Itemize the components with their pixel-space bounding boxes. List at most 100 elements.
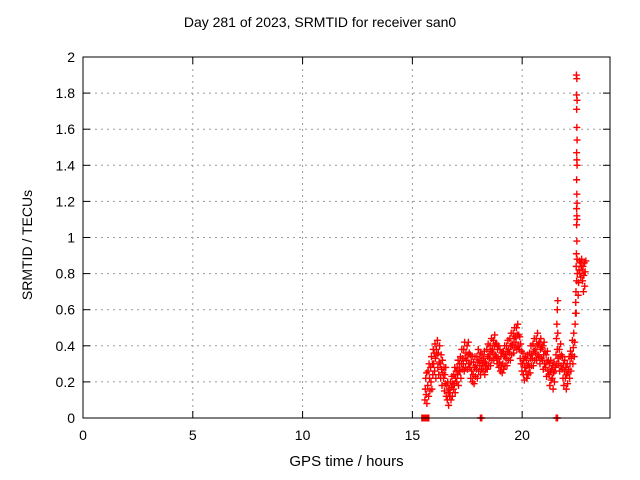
data-point bbox=[428, 385, 436, 393]
y-tick-label: 1 bbox=[67, 230, 75, 246]
data-point bbox=[573, 205, 581, 213]
data-point bbox=[423, 400, 431, 408]
data-point bbox=[519, 360, 527, 368]
data-point bbox=[581, 268, 589, 276]
data-point bbox=[510, 349, 518, 357]
data-point bbox=[447, 396, 455, 404]
data-point bbox=[448, 392, 456, 400]
data-point bbox=[463, 356, 471, 364]
data-point bbox=[573, 136, 581, 144]
data-point bbox=[572, 288, 580, 296]
data-point bbox=[575, 279, 583, 287]
data-point bbox=[549, 385, 557, 393]
data-point bbox=[424, 367, 432, 375]
data-point bbox=[460, 345, 468, 353]
data-point bbox=[435, 371, 443, 379]
y-tick-label: 0.6 bbox=[56, 302, 76, 318]
data-point bbox=[490, 356, 498, 364]
data-point bbox=[573, 96, 581, 104]
data-point bbox=[517, 340, 525, 348]
y-tick-label: 1.6 bbox=[56, 121, 76, 137]
data-point bbox=[454, 382, 462, 390]
data-point bbox=[580, 271, 588, 279]
data-point bbox=[538, 356, 546, 364]
data-point bbox=[440, 387, 448, 395]
data-point bbox=[500, 365, 508, 373]
data-point bbox=[557, 340, 565, 348]
data-point bbox=[582, 257, 590, 265]
data-point bbox=[529, 362, 537, 370]
data-point bbox=[581, 282, 589, 290]
data-point bbox=[441, 371, 449, 379]
data-point bbox=[542, 351, 550, 359]
data-point bbox=[470, 380, 478, 388]
data-point bbox=[560, 382, 568, 390]
data-point bbox=[506, 356, 514, 364]
data-point bbox=[550, 378, 558, 386]
plot-border bbox=[82, 56, 611, 419]
data-point bbox=[431, 367, 439, 375]
data-point bbox=[555, 345, 563, 353]
data-point bbox=[576, 270, 584, 278]
data-point bbox=[463, 342, 471, 350]
data-point bbox=[467, 374, 475, 382]
data-point bbox=[573, 123, 581, 131]
data-point bbox=[548, 374, 556, 382]
data-point bbox=[543, 347, 551, 355]
data-point bbox=[579, 262, 587, 270]
data-point bbox=[437, 351, 445, 359]
data-point bbox=[449, 385, 457, 393]
data-point bbox=[573, 221, 581, 229]
data-point bbox=[554, 329, 562, 337]
data-point bbox=[579, 288, 587, 296]
data-point bbox=[540, 338, 548, 346]
data-point bbox=[545, 371, 553, 379]
data-point bbox=[573, 176, 581, 184]
y-tick-label: 1.2 bbox=[56, 193, 76, 209]
data-point bbox=[571, 338, 579, 346]
data-point bbox=[567, 367, 575, 375]
x-tick-label: 0 bbox=[79, 427, 87, 443]
data-point bbox=[569, 360, 577, 368]
data-point bbox=[512, 324, 520, 332]
data-point bbox=[440, 374, 448, 382]
data-point bbox=[519, 349, 527, 357]
data-point bbox=[474, 345, 482, 353]
data-point bbox=[569, 344, 577, 352]
data-point bbox=[522, 356, 530, 364]
data-point bbox=[534, 329, 542, 337]
data-point bbox=[559, 353, 567, 361]
data-point bbox=[573, 105, 581, 113]
data-point bbox=[442, 363, 450, 371]
y-tick-label: 0 bbox=[67, 410, 75, 426]
y-tick-label: 0.2 bbox=[56, 374, 76, 390]
data-point bbox=[560, 367, 568, 375]
data-point bbox=[478, 351, 486, 359]
x-axis-label: GPS time / hours bbox=[289, 453, 404, 470]
x-tick-label: 5 bbox=[189, 427, 197, 443]
data-point bbox=[431, 340, 439, 348]
data-point bbox=[424, 382, 432, 390]
data-point bbox=[481, 371, 489, 379]
data-point bbox=[537, 335, 545, 343]
data-point bbox=[453, 378, 461, 386]
data-point bbox=[512, 338, 520, 346]
data-point bbox=[483, 365, 491, 373]
data-point bbox=[578, 255, 586, 263]
data-point bbox=[487, 362, 495, 370]
data-point bbox=[427, 353, 435, 361]
data-point bbox=[436, 342, 444, 350]
data-point bbox=[552, 335, 560, 343]
data-point bbox=[573, 161, 581, 169]
data-point bbox=[573, 237, 581, 245]
data-point bbox=[454, 371, 462, 379]
data-point bbox=[509, 329, 517, 337]
data-point bbox=[570, 353, 578, 361]
data-point bbox=[516, 333, 524, 341]
x-tick-label: 10 bbox=[295, 427, 311, 443]
data-point bbox=[516, 354, 524, 362]
data-point bbox=[433, 336, 441, 344]
data-point bbox=[491, 331, 499, 339]
data-point bbox=[464, 338, 472, 346]
data-point bbox=[421, 385, 429, 393]
